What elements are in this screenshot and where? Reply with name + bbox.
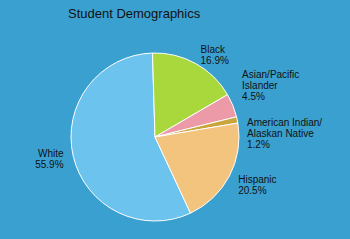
svg-text:Hispanic20.5%: Hispanic20.5% <box>238 174 276 196</box>
html-text:Student Demographics: Student Demographics <box>68 6 201 21</box>
svg-text:Black16.9%: Black16.9% <box>201 44 229 66</box>
svg-text:Asian/PacificIslander4.5%: Asian/PacificIslander4.5% <box>242 69 299 102</box>
svg-text:White55.9%: White55.9% <box>35 148 64 170</box>
svg-text:American Indian/Alaskan Native: American Indian/Alaskan Native1.2% <box>247 117 322 150</box>
